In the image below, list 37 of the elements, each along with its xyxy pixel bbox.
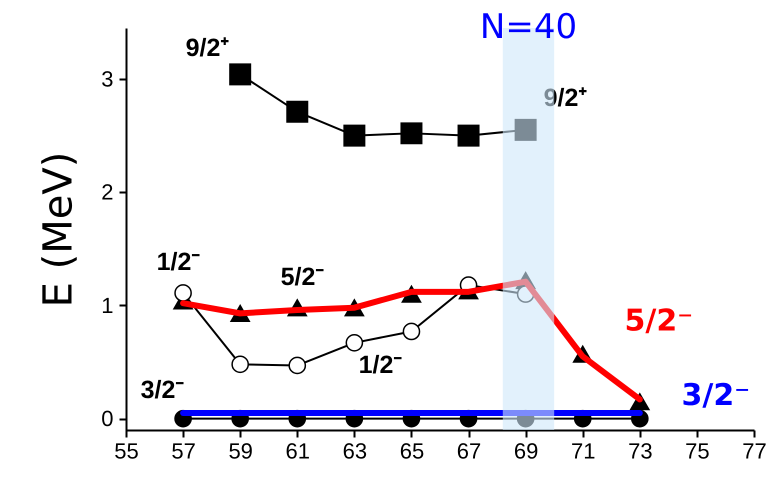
point — [231, 356, 249, 374]
series-label: 3/2⁻ — [682, 378, 750, 414]
annotation: 1/2⁻ — [156, 248, 200, 276]
annotation: 9/2⁺ — [186, 34, 230, 62]
x-tick-label: 67 — [456, 438, 482, 464]
x-tick-label: 77 — [742, 438, 767, 464]
x-tick-label: 73 — [628, 438, 653, 464]
x-tick-label: 71 — [570, 438, 596, 464]
point — [286, 100, 308, 123]
x-tick-label: 59 — [228, 438, 253, 464]
point — [288, 356, 306, 374]
point — [458, 124, 480, 147]
point — [229, 63, 252, 86]
x-tick-label: 65 — [400, 438, 424, 464]
annotation: 3/2⁻ — [140, 376, 184, 404]
y-tick-label: 2 — [101, 180, 114, 205]
y-tick-label: 0 — [101, 406, 114, 432]
series-label: 5/2⁻ — [624, 303, 694, 338]
point — [174, 284, 192, 302]
x-tick-label: 61 — [286, 438, 310, 464]
point — [346, 334, 364, 352]
x-tick-label: 55 — [114, 438, 139, 464]
y-tick-label: 3 — [101, 66, 114, 92]
y-tick-label: 1 — [101, 292, 114, 318]
x-tick-label: 57 — [171, 438, 196, 464]
band-label: N=40 — [480, 7, 578, 47]
x-tick-label: 69 — [514, 438, 538, 464]
annotation: 9/2⁺ — [544, 84, 588, 112]
point — [400, 122, 422, 144]
annotation: 1/2⁻ — [358, 351, 402, 379]
x-tick-label: 63 — [342, 438, 368, 464]
y-axis-title: E (MeV) — [35, 152, 82, 308]
x-tick-label: 75 — [685, 438, 710, 464]
point — [402, 322, 420, 340]
annotation: 5/2⁻ — [280, 263, 324, 291]
point — [514, 118, 537, 141]
point — [343, 124, 366, 147]
